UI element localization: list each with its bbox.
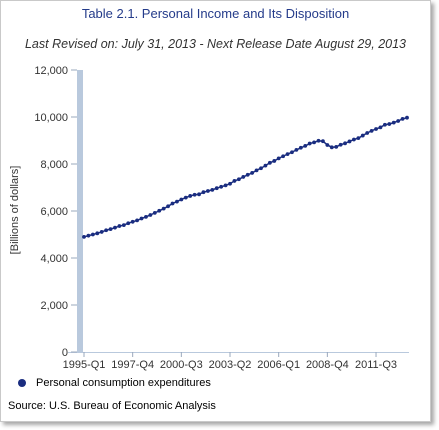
data-point	[369, 128, 374, 133]
data-point	[144, 214, 148, 219]
y-tick-label: 4,000	[40, 253, 68, 265]
data-point	[360, 133, 365, 138]
chart-title: Table 2.1. Personal Income and Its Dispo…	[81, 6, 350, 21]
data-point	[130, 219, 135, 224]
data-point	[263, 163, 268, 168]
data-point	[250, 171, 255, 175]
data-point	[405, 115, 409, 120]
legend[interactable]: Personal consumption expenditures	[18, 377, 211, 389]
data-point	[121, 223, 126, 228]
y-tick-label: 2,000	[40, 300, 68, 312]
data-point	[272, 159, 277, 163]
data-point	[236, 177, 241, 182]
data-point	[117, 224, 122, 228]
data-point	[343, 141, 347, 146]
data-point	[170, 201, 175, 206]
data-point	[290, 150, 294, 155]
data-point	[205, 189, 210, 193]
data-point	[400, 116, 405, 121]
data-point	[201, 190, 206, 195]
data-point	[334, 144, 339, 149]
data-point	[356, 136, 361, 141]
data-point	[148, 213, 153, 217]
data-point	[228, 181, 232, 186]
legend-label: Personal consumption expenditures	[36, 377, 211, 389]
data-point	[188, 194, 193, 198]
data-point	[214, 186, 219, 191]
x-tick-label: 2003-Q2	[209, 359, 252, 371]
data-point	[267, 160, 272, 165]
data-point	[312, 140, 316, 145]
data-point	[382, 122, 387, 127]
y-tick-label: 0	[62, 347, 68, 359]
data-point	[126, 221, 131, 226]
data-point	[378, 125, 383, 130]
data-point	[223, 183, 228, 188]
y-axis-band	[77, 70, 83, 352]
y-tick-label: 10,000	[34, 112, 68, 124]
data-point	[325, 143, 330, 147]
x-tick-label: 2011-Q3	[355, 359, 397, 371]
data-point	[183, 195, 188, 200]
y-tick-label: 8,000	[40, 159, 68, 171]
y-tick-label: 12,000	[34, 65, 68, 77]
data-point	[139, 216, 144, 221]
data-point	[316, 138, 321, 143]
data-point	[166, 204, 170, 209]
data-point	[179, 197, 184, 202]
chart-subtitle: Last Revised on: July 31, 2013 - Next Re…	[24, 37, 407, 51]
data-point	[197, 192, 201, 197]
data-point	[152, 210, 157, 215]
data-point	[347, 139, 352, 144]
legend-marker-icon	[18, 379, 26, 387]
data-point	[95, 231, 100, 236]
data-point	[175, 199, 179, 204]
data-point	[329, 145, 334, 150]
data-point	[338, 142, 343, 147]
data-point	[161, 206, 166, 211]
x-tick-label: 2006-Q1	[257, 359, 300, 371]
data-point	[86, 233, 91, 238]
data-point	[241, 175, 246, 179]
data-point	[281, 154, 286, 159]
data-point	[387, 122, 392, 126]
data-point	[352, 137, 356, 142]
data-point	[259, 166, 263, 171]
data-point	[157, 208, 162, 213]
x-tick-label: 1995-Q1	[63, 359, 106, 371]
data-point	[391, 120, 396, 125]
data-point	[254, 168, 259, 173]
data-point	[365, 131, 370, 135]
data-point	[396, 119, 401, 123]
x-tick-label: 1997-Q4	[111, 359, 154, 371]
data-point	[90, 232, 95, 237]
data-point	[321, 139, 325, 144]
data-point	[307, 141, 312, 146]
data-point	[108, 227, 113, 231]
x-tick-label: 2008-Q4	[306, 359, 349, 371]
data-point	[294, 148, 299, 152]
series-line	[83, 116, 408, 238]
source-note: Source: U.S. Bureau of Economic Analysis	[8, 400, 216, 412]
data-point	[245, 172, 250, 177]
data-point	[210, 187, 215, 192]
data-point	[285, 152, 290, 157]
data-point	[135, 218, 139, 223]
data-point	[99, 230, 104, 234]
data-point	[276, 156, 281, 161]
data-point	[298, 145, 303, 150]
data-point	[303, 144, 308, 148]
data-point	[82, 234, 86, 239]
data-point	[232, 179, 237, 183]
x-tick-label: 2000-Q3	[160, 359, 203, 371]
y-tick-label: 6,000	[40, 206, 68, 218]
data-point	[219, 184, 224, 189]
data-point	[374, 127, 378, 131]
data-point	[192, 192, 197, 197]
data-point	[113, 225, 117, 230]
data-point	[104, 228, 109, 233]
